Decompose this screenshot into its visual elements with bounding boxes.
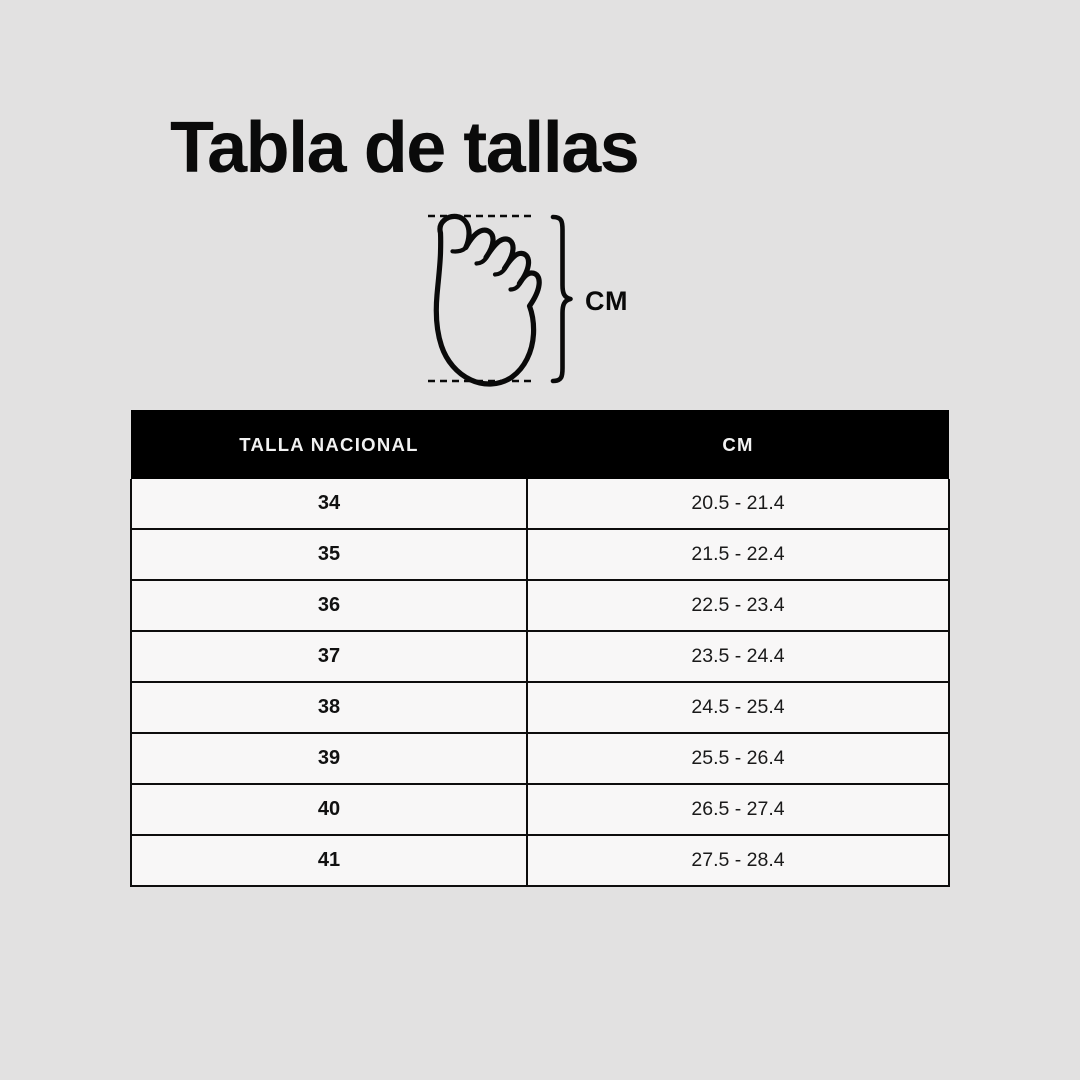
foot-measurement-diagram: CM <box>410 200 670 400</box>
cell-cm: 27.5 - 28.4 <box>526 834 950 887</box>
cell-cm: 20.5 - 21.4 <box>526 479 950 530</box>
table-row: 41 27.5 - 28.4 <box>130 834 950 887</box>
cell-size: 39 <box>130 732 528 785</box>
cell-size: 40 <box>130 783 528 836</box>
table-row: 36 22.5 - 23.4 <box>130 579 950 632</box>
table-header-row: TALLA NACIONAL CM <box>131 410 949 479</box>
column-header-talla-nacional: TALLA NACIONAL <box>131 410 527 479</box>
size-chart-table: TALLA NACIONAL CM 34 20.5 - 21.4 35 21.5… <box>130 410 950 887</box>
table-row: 40 26.5 - 27.4 <box>130 783 950 836</box>
cell-size: 41 <box>130 834 528 887</box>
cell-size: 35 <box>130 528 528 581</box>
page-title: Tabla de tallas <box>170 108 640 188</box>
cell-cm: 22.5 - 23.4 <box>526 579 950 632</box>
cell-size: 38 <box>130 681 528 734</box>
cell-size: 36 <box>130 579 528 632</box>
table-row: 34 20.5 - 21.4 <box>130 479 950 530</box>
cell-cm: 26.5 - 27.4 <box>526 783 950 836</box>
table-header: TALLA NACIONAL CM <box>131 410 949 479</box>
cell-cm: 24.5 - 25.4 <box>526 681 950 734</box>
foot-sole-outline-icon <box>433 213 542 387</box>
table-row: 35 21.5 - 22.4 <box>130 528 950 581</box>
cell-size: 34 <box>130 479 528 530</box>
foot-diagram-svg <box>428 213 573 387</box>
table-row: 39 25.5 - 26.4 <box>130 732 950 785</box>
cell-cm: 21.5 - 22.4 <box>526 528 950 581</box>
cell-cm: 25.5 - 26.4 <box>526 732 950 785</box>
table-row: 37 23.5 - 24.4 <box>130 630 950 683</box>
cell-size: 37 <box>130 630 528 683</box>
table-row: 38 24.5 - 25.4 <box>130 681 950 734</box>
cell-cm: 23.5 - 24.4 <box>526 630 950 683</box>
cm-unit-label: CM <box>585 286 628 316</box>
column-header-cm: CM <box>527 410 949 479</box>
table-body: 34 20.5 - 21.4 35 21.5 - 22.4 36 22.5 - … <box>130 479 950 887</box>
curly-brace-icon <box>550 214 573 384</box>
